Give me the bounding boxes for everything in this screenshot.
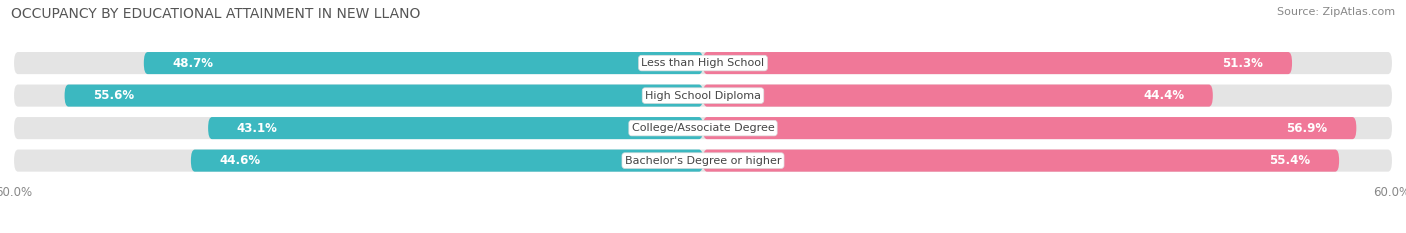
Text: High School Diploma: High School Diploma xyxy=(645,91,761,101)
FancyBboxPatch shape xyxy=(703,117,1357,139)
Text: 48.7%: 48.7% xyxy=(173,57,214,70)
Text: Less than High School: Less than High School xyxy=(641,58,765,68)
FancyBboxPatch shape xyxy=(191,150,703,172)
FancyBboxPatch shape xyxy=(14,117,1392,139)
Text: 43.1%: 43.1% xyxy=(236,122,278,135)
Text: 55.4%: 55.4% xyxy=(1270,154,1310,167)
Text: 55.6%: 55.6% xyxy=(93,89,135,102)
Legend: Owner-occupied, Renter-occupied: Owner-occupied, Renter-occupied xyxy=(576,230,830,233)
Text: 44.6%: 44.6% xyxy=(219,154,260,167)
Text: 56.9%: 56.9% xyxy=(1286,122,1327,135)
Text: 51.3%: 51.3% xyxy=(1222,57,1264,70)
Text: Source: ZipAtlas.com: Source: ZipAtlas.com xyxy=(1277,7,1395,17)
FancyBboxPatch shape xyxy=(143,52,703,74)
FancyBboxPatch shape xyxy=(14,85,1392,107)
FancyBboxPatch shape xyxy=(65,85,703,107)
FancyBboxPatch shape xyxy=(703,85,1213,107)
Text: 44.4%: 44.4% xyxy=(1143,89,1184,102)
FancyBboxPatch shape xyxy=(703,150,1339,172)
Text: OCCUPANCY BY EDUCATIONAL ATTAINMENT IN NEW LLANO: OCCUPANCY BY EDUCATIONAL ATTAINMENT IN N… xyxy=(11,7,420,21)
Text: Bachelor's Degree or higher: Bachelor's Degree or higher xyxy=(624,156,782,166)
FancyBboxPatch shape xyxy=(208,117,703,139)
FancyBboxPatch shape xyxy=(14,52,1392,74)
FancyBboxPatch shape xyxy=(703,52,1292,74)
Text: College/Associate Degree: College/Associate Degree xyxy=(631,123,775,133)
FancyBboxPatch shape xyxy=(14,150,1392,172)
